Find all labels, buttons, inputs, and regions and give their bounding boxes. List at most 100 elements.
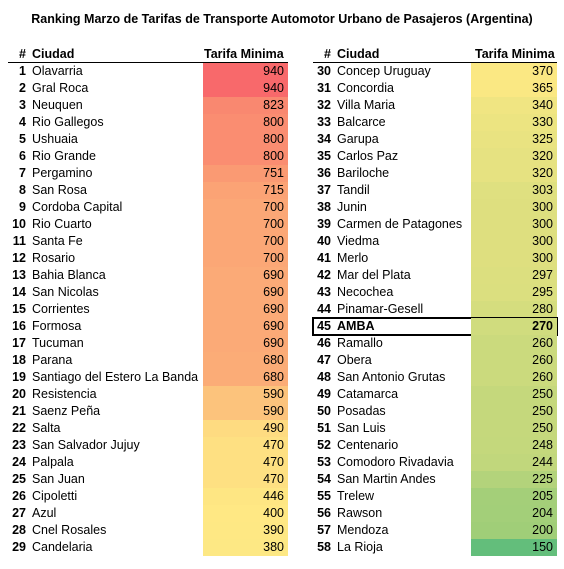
rank-number: 7 bbox=[19, 166, 26, 180]
fare-cell: 800 bbox=[203, 114, 288, 131]
fare-value: 250 bbox=[532, 421, 553, 435]
city-name: Neuquen bbox=[32, 98, 83, 112]
fare-value: 250 bbox=[532, 387, 553, 401]
fare-value: 800 bbox=[263, 115, 284, 129]
table-row: 700 10 Rio Cuarto bbox=[8, 216, 288, 233]
rank-number: 22 bbox=[12, 421, 26, 435]
fare-value: 490 bbox=[263, 421, 284, 435]
city-name: Candelaria bbox=[32, 540, 93, 554]
fare-cell: 700 bbox=[203, 216, 288, 233]
table-row: 260 48 San Antonio Grutas bbox=[313, 369, 557, 386]
fare-value: 325 bbox=[532, 132, 553, 146]
rank-number: 11 bbox=[12, 234, 26, 248]
fare-cell: 690 bbox=[203, 318, 288, 335]
table-body: 940 1 Olavarria 940 2 Gral Roca 823 3 Neuquen 800… bbox=[8, 63, 288, 556]
fare-cell: 446 bbox=[203, 488, 288, 505]
table-row: 244 53 Comodoro Rivadavia bbox=[313, 454, 557, 471]
rank-number: 2 bbox=[19, 81, 26, 95]
fare-cell: 940 bbox=[203, 80, 288, 97]
fare-value: 280 bbox=[532, 302, 553, 316]
fare-cell: 205 bbox=[471, 488, 557, 505]
rank-number: 56 bbox=[317, 506, 331, 520]
city-name: Salta bbox=[32, 421, 61, 435]
fare-value: 400 bbox=[263, 506, 284, 520]
rank-number: 13 bbox=[12, 268, 26, 282]
fare-cell: 300 bbox=[471, 250, 557, 267]
city-name: Villa Maria bbox=[337, 98, 396, 112]
city-name: Resistencia bbox=[32, 387, 97, 401]
fare-cell: 470 bbox=[203, 471, 288, 488]
rank-number: 28 bbox=[12, 523, 26, 537]
table-row: 250 51 San Luis bbox=[313, 420, 557, 437]
rank-number: 9 bbox=[19, 200, 26, 214]
fare-cell: 700 bbox=[203, 199, 288, 216]
fare-cell: 590 bbox=[203, 403, 288, 420]
fare-cell: 490 bbox=[203, 420, 288, 437]
fare-value: 800 bbox=[263, 132, 284, 146]
fare-cell: 365 bbox=[471, 80, 557, 97]
city-name: Rio Cuarto bbox=[32, 217, 92, 231]
city-name: Formosa bbox=[32, 319, 82, 333]
fare-value: 680 bbox=[263, 353, 284, 367]
rank-number: 49 bbox=[317, 387, 331, 401]
rank-number: 52 bbox=[317, 438, 331, 452]
rank-number: 44 bbox=[317, 302, 331, 316]
fare-value: 200 bbox=[532, 523, 553, 537]
fare-cell: 248 bbox=[471, 437, 557, 454]
table-header: # Ciudad Tarifa Minima bbox=[313, 46, 557, 63]
header-num: # bbox=[324, 47, 331, 61]
fare-value: 260 bbox=[532, 370, 553, 384]
rank-number: 58 bbox=[317, 540, 331, 554]
rank-number: 48 bbox=[317, 370, 331, 384]
table-row: 300 41 Merlo bbox=[313, 250, 557, 267]
city-name: Palpala bbox=[32, 455, 74, 469]
fare-cell: 300 bbox=[471, 216, 557, 233]
fare-value: 690 bbox=[263, 285, 284, 299]
table-row: 823 3 Neuquen bbox=[8, 97, 288, 114]
rank-number: 53 bbox=[317, 455, 331, 469]
city-name: San Nicolas bbox=[32, 285, 99, 299]
table-row: 590 20 Resistencia bbox=[8, 386, 288, 403]
table-row: 751 7 Pergamino bbox=[8, 165, 288, 182]
rank-number: 55 bbox=[317, 489, 331, 503]
city-name: Santiago del Estero La Banda bbox=[32, 370, 199, 384]
fare-value: 330 bbox=[532, 115, 553, 129]
rank-number: 3 bbox=[19, 98, 26, 112]
rank-number: 33 bbox=[317, 115, 331, 129]
fare-cell: 340 bbox=[471, 97, 557, 114]
fare-value: 690 bbox=[263, 302, 284, 316]
fare-value: 225 bbox=[532, 472, 553, 486]
table-row: 204 56 Rawson bbox=[313, 505, 557, 522]
rank-number: 36 bbox=[317, 166, 331, 180]
city-name: Azul bbox=[32, 506, 57, 520]
city-name: Junin bbox=[337, 200, 367, 214]
fare-value: 700 bbox=[263, 200, 284, 214]
city-name: Concep Uruguay bbox=[337, 64, 431, 78]
fare-value: 244 bbox=[532, 455, 553, 469]
city-name: San Martin Andes bbox=[337, 472, 436, 486]
rank-number: 54 bbox=[317, 472, 331, 486]
fare-cell: 297 bbox=[471, 267, 557, 284]
header-fare: Tarifa Minima bbox=[204, 47, 284, 61]
city-name: Mendoza bbox=[337, 523, 389, 537]
city-name: Bariloche bbox=[337, 166, 390, 180]
fare-cell: 800 bbox=[203, 148, 288, 165]
fare-value: 340 bbox=[532, 98, 553, 112]
table-row: 690 17 Tucuman bbox=[8, 335, 288, 352]
table-row: 446 26 Cipoletti bbox=[8, 488, 288, 505]
fare-value: 940 bbox=[263, 64, 284, 78]
fare-cell: 320 bbox=[471, 148, 557, 165]
rank-number: 34 bbox=[317, 132, 331, 146]
table-row: 800 5 Ushuaia bbox=[8, 131, 288, 148]
table-row: 700 12 Rosario bbox=[8, 250, 288, 267]
fare-cell: 700 bbox=[203, 250, 288, 267]
rank-number: 17 bbox=[12, 336, 26, 350]
table-row: 325 34 Garupa bbox=[313, 131, 557, 148]
rank-number: 12 bbox=[12, 251, 26, 265]
fare-cell: 280 bbox=[471, 301, 557, 318]
fare-cell: 320 bbox=[471, 165, 557, 182]
rank-number: 30 bbox=[317, 64, 331, 78]
table-row: 470 23 San Salvador Jujuy bbox=[8, 437, 288, 454]
fare-value: 690 bbox=[263, 319, 284, 333]
city-name: Obera bbox=[337, 353, 372, 367]
